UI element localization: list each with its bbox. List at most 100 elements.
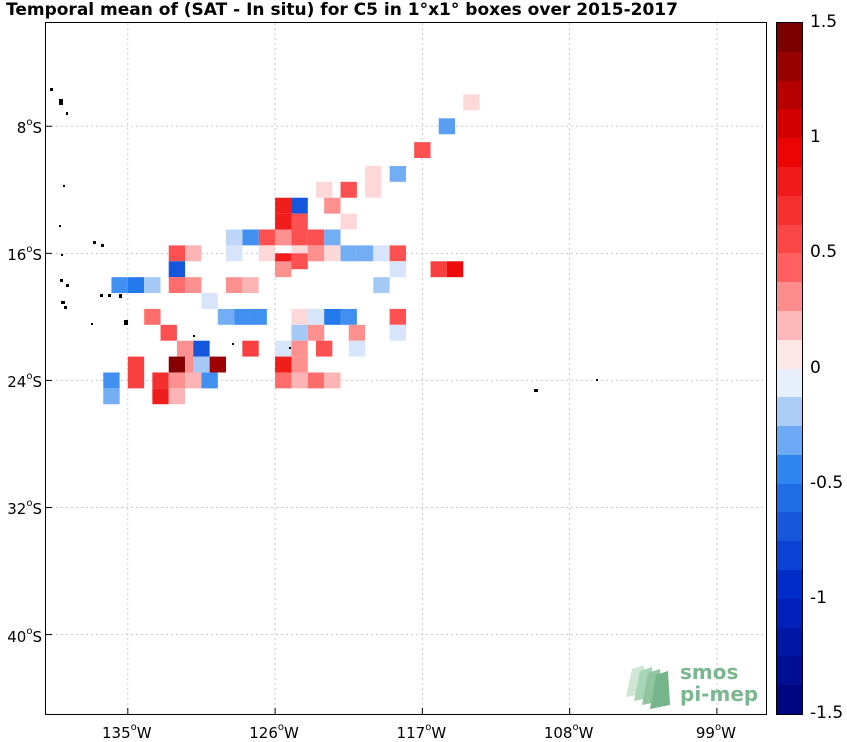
- data-box: [234, 308, 251, 325]
- colorbar-tick-label: -1: [810, 587, 827, 608]
- data-box: [258, 245, 276, 262]
- logo-text-pimep: pi-mep: [680, 682, 759, 706]
- data-box: [291, 356, 308, 373]
- island: [60, 279, 63, 282]
- island: [91, 323, 93, 325]
- data-box: [168, 372, 186, 389]
- colorbar-segment: [777, 109, 802, 139]
- island: [108, 294, 111, 297]
- lat-label-8s: 8oS: [16, 117, 42, 138]
- data-box: [316, 340, 333, 357]
- colorbar-segment: [777, 598, 802, 629]
- island: [61, 301, 65, 304]
- data-box: [209, 356, 226, 373]
- data-box: [307, 308, 325, 325]
- lat-label-24s: 24oS: [7, 371, 42, 392]
- data-box: [389, 308, 406, 325]
- data-box: [348, 340, 366, 357]
- data-box: [291, 372, 308, 389]
- data-box: [242, 340, 259, 357]
- map-title: Temporal mean of (SAT - In situ) for C5 …: [6, 0, 678, 20]
- colorbar-segment: [777, 51, 802, 82]
- data-box: [324, 229, 341, 246]
- data-box: [250, 308, 267, 325]
- data-box: [389, 261, 406, 278]
- data-box: [193, 340, 210, 357]
- colorbar-segment: [777, 224, 802, 254]
- data-box: [185, 277, 202, 294]
- colorbar-segment: [777, 541, 802, 571]
- lat-label-32s: 32oS: [7, 498, 42, 519]
- data-box: [291, 197, 308, 214]
- colorbar-segment: [777, 195, 802, 226]
- map-panel[interactable]: [45, 22, 767, 715]
- colorbar-segment: [777, 282, 802, 312]
- data-box: [275, 372, 292, 389]
- island: [66, 112, 68, 115]
- island: [101, 244, 104, 247]
- lon-label-99w: 99oW: [695, 722, 736, 742]
- island: [596, 379, 598, 381]
- map-canvas[interactable]: [46, 23, 766, 714]
- island: [124, 320, 128, 325]
- data-boxes: [103, 94, 480, 405]
- colorbar-segment: [777, 483, 802, 513]
- data-box: [185, 372, 202, 389]
- data-box: [201, 293, 218, 309]
- data-box: [103, 388, 120, 405]
- lon-label-126w: 126oW: [249, 722, 299, 742]
- colorbar-tick-label: -0.5: [810, 472, 844, 493]
- data-box: [275, 213, 292, 230]
- data-box: [307, 324, 325, 341]
- island: [61, 254, 63, 256]
- data-box: [373, 245, 390, 262]
- data-box: [226, 229, 243, 246]
- data-box: [291, 308, 308, 325]
- smos-pimep-logo: [622, 657, 760, 711]
- data-box: [340, 181, 357, 198]
- data-box: [324, 372, 341, 389]
- island: [50, 88, 53, 91]
- data-box: [414, 142, 431, 159]
- data-box: [365, 165, 382, 182]
- data-box: [168, 261, 186, 278]
- island: [289, 347, 291, 349]
- data-box: [291, 253, 308, 270]
- data-box: [340, 308, 357, 325]
- island: [93, 241, 96, 244]
- data-box: [226, 277, 243, 294]
- data-box: [258, 229, 276, 246]
- colorbar-segment: [777, 253, 802, 283]
- island: [119, 294, 122, 298]
- data-box: [446, 261, 464, 278]
- colorbar-segment: [777, 685, 802, 714]
- graticule: [46, 23, 766, 714]
- colorbar-segment: [777, 512, 802, 542]
- colorbar-tick-label: 1: [810, 127, 821, 148]
- colorbar-tick-label: -1.5: [810, 703, 844, 723]
- colorbar-segment: [777, 397, 802, 427]
- data-box: [185, 245, 202, 262]
- lat-label-16s: 16oS: [7, 244, 42, 265]
- data-box: [168, 277, 186, 294]
- data-box: [291, 340, 308, 357]
- island: [534, 389, 538, 392]
- data-box: [365, 181, 382, 198]
- island: [64, 306, 67, 309]
- data-box: [316, 181, 333, 198]
- island: [232, 343, 234, 345]
- colorbar-segment: [777, 80, 802, 110]
- island: [59, 99, 63, 105]
- data-box: [324, 197, 341, 214]
- data-box: [340, 213, 357, 230]
- colorbar-segment: [777, 339, 802, 369]
- data-box: [217, 308, 235, 325]
- data-box: [291, 324, 308, 341]
- data-box: [111, 277, 128, 294]
- logo-text-smos: smos: [680, 660, 739, 684]
- colorbar: [776, 22, 803, 715]
- data-box: [389, 245, 406, 262]
- lon-label-108w: 108oW: [543, 722, 594, 742]
- data-box: [307, 229, 325, 246]
- colorbar-tick-label: 0: [810, 357, 821, 378]
